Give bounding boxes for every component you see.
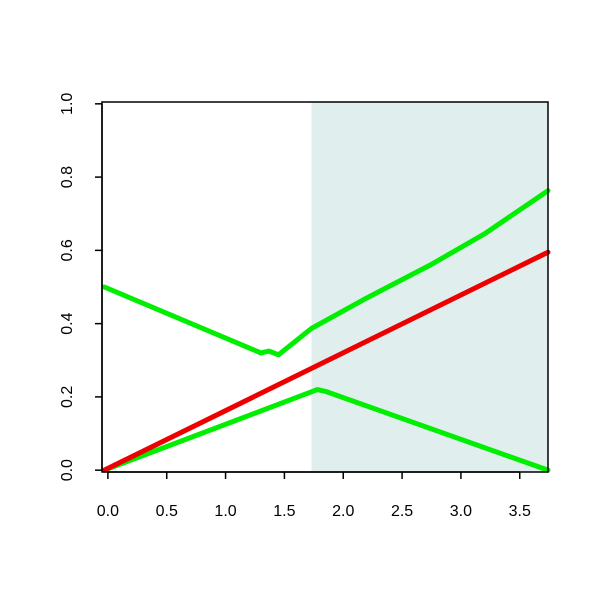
x-tick-label: 3.0	[450, 503, 472, 520]
x-tick-label: 1.5	[273, 503, 295, 520]
y-tick-label: 0.6	[59, 239, 76, 261]
y-tick-label: 0.0	[59, 459, 76, 481]
x-tick-label: 3.5	[509, 503, 531, 520]
x-tick-label: 0.5	[156, 503, 178, 520]
y-tick-label: 1.0	[59, 93, 76, 115]
shaded-region	[311, 102, 548, 472]
line	[101, 249, 551, 473]
y-tick-label: 0.2	[59, 386, 76, 408]
line	[101, 387, 551, 473]
line	[101, 188, 551, 358]
y-tick-label: 0.4	[59, 312, 76, 334]
x-tick-label: 2.5	[391, 503, 413, 520]
x-tick-label: 2.0	[332, 503, 354, 520]
x-tick-label: 0.0	[97, 503, 119, 520]
x-tick-label: 1.0	[214, 503, 236, 520]
y-tick-label: 0.8	[59, 166, 76, 188]
